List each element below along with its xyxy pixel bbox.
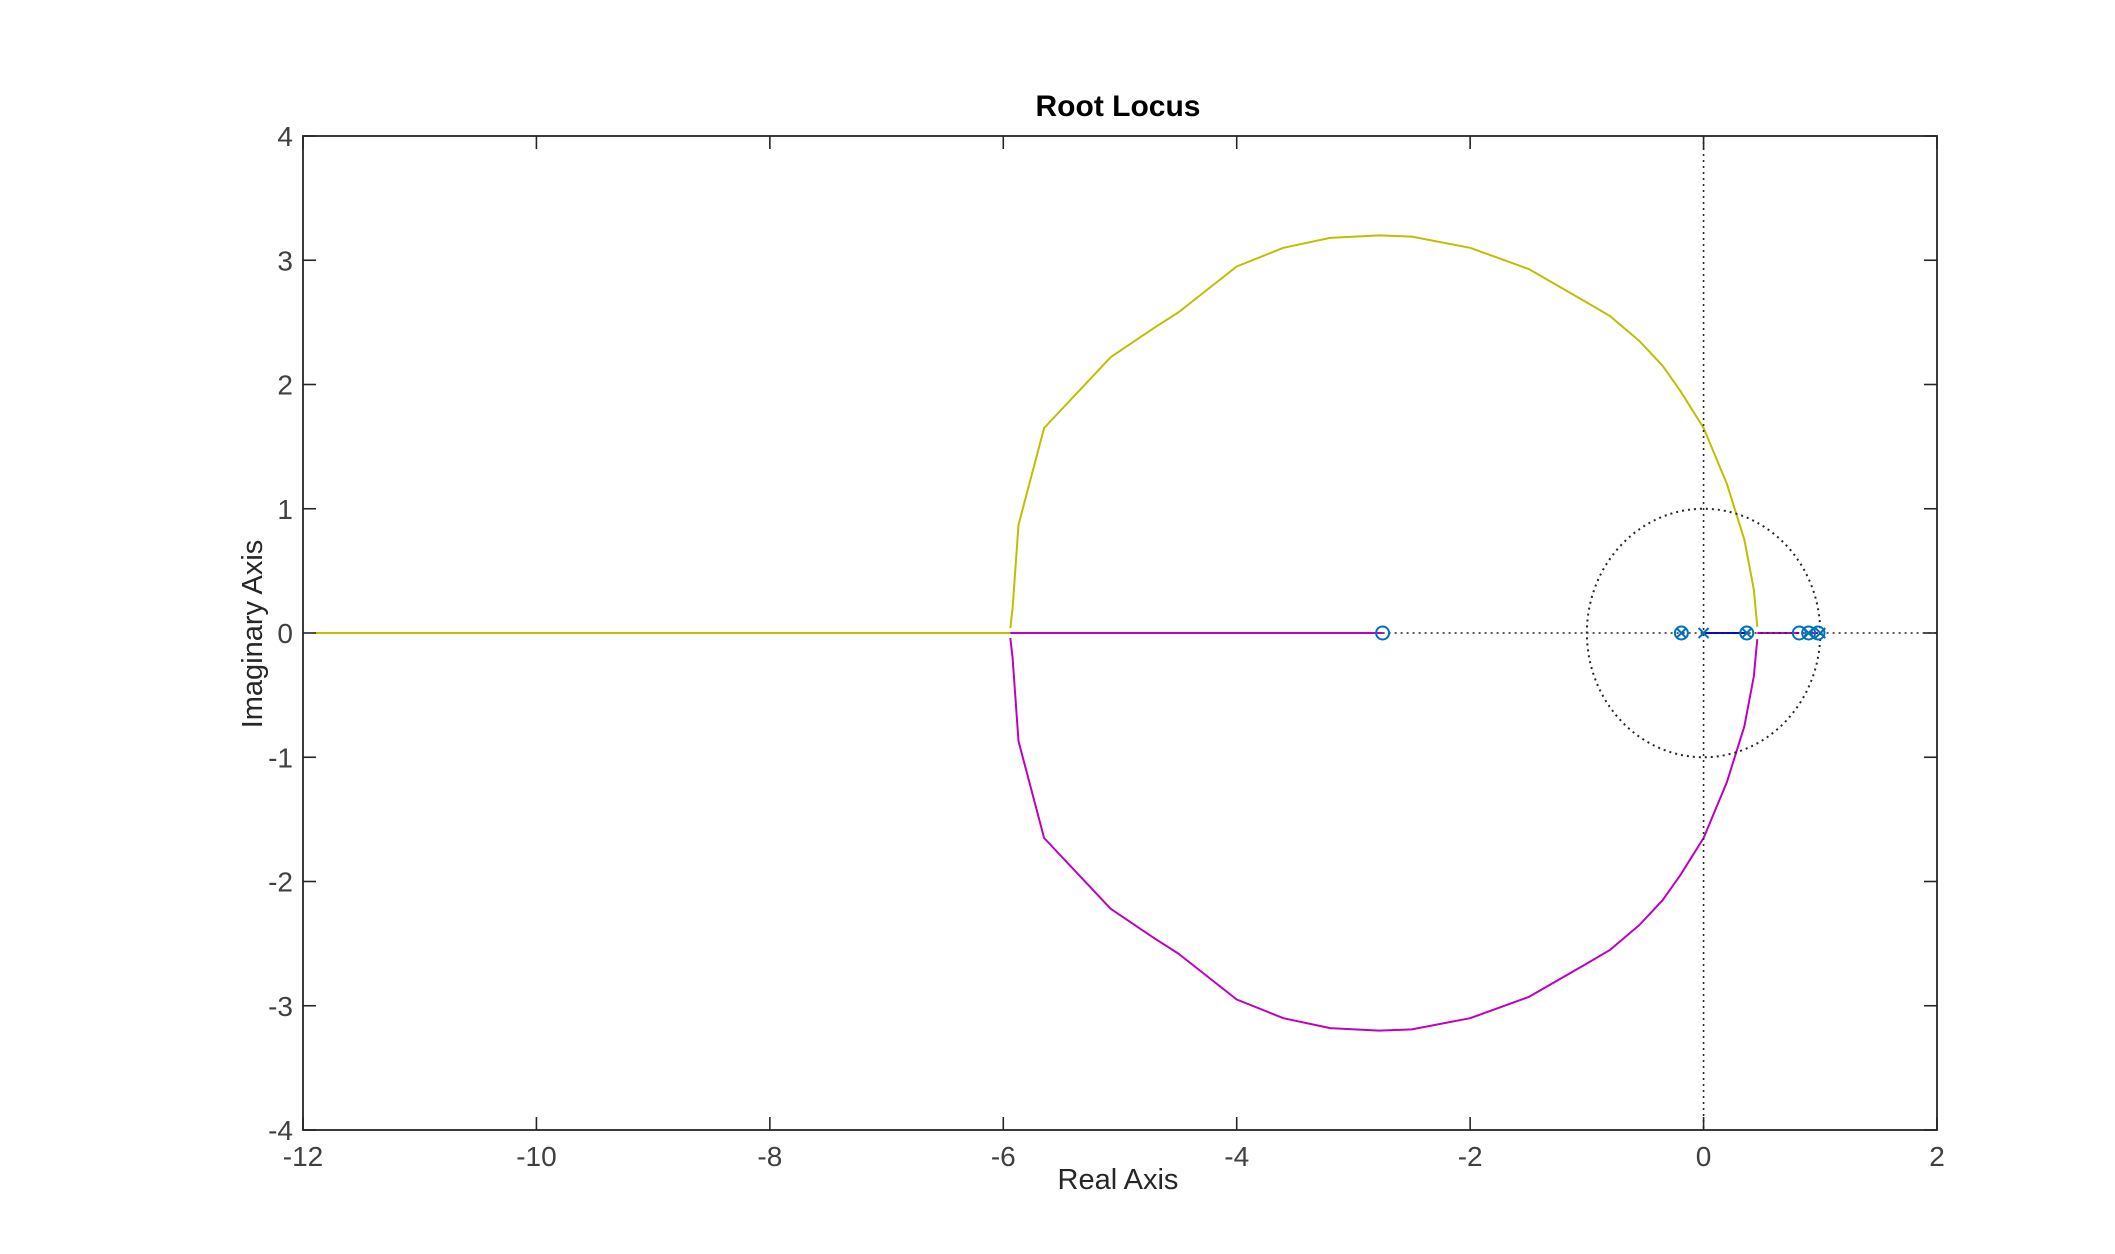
reference-layer [1382,136,1937,1130]
marker-layer [1375,625,1826,641]
pole-marker-2 [1697,627,1710,639]
axes-layer [302,135,1938,1131]
x-tick-label: -8 [757,1141,782,1172]
y-tick-label: 1 [277,494,293,525]
x-tick-label: -12 [283,1141,323,1172]
y-axis-label: Imaginary Axis [237,540,269,729]
y-tick-label: -4 [268,1115,293,1146]
zero-marker-6 [1810,625,1826,641]
locus-branch-3 [1009,637,1759,1032]
pole-marker-3 [1741,627,1753,639]
y-tick-label: 4 [277,121,293,152]
y-tick-label: -3 [268,991,293,1022]
pole-marker-5 [1814,627,1826,639]
locus-layer [314,234,1818,1032]
chart-title: Root Locus [1036,90,1201,123]
zero-marker-5 [1801,625,1817,641]
y-tick-label: -2 [268,867,293,898]
x-tick-label: -4 [1224,1141,1249,1172]
x-tick-label: -2 [1458,1141,1483,1172]
zero-marker-3 [1739,625,1755,641]
x-tick-label: -6 [991,1141,1016,1172]
zero-marker-2 [1673,625,1689,641]
y-tick-label: 3 [277,245,293,276]
zero-marker-4 [1791,625,1807,641]
pole-marker-4 [1802,627,1815,639]
x-tick-label: 0 [1696,1141,1712,1172]
y-tick-label: 2 [277,370,293,401]
y-tick-label: -1 [268,742,293,773]
x-tick-label: -10 [516,1141,556,1172]
pole-marker-1 [1675,627,1688,639]
x-tick-label: 2 [1929,1141,1945,1172]
zero-marker-1 [1375,625,1391,641]
y-tick-label: 0 [277,618,293,649]
locus-branch-2 [1009,234,1759,629]
x-axis-label: Real Axis [1058,1164,1179,1196]
